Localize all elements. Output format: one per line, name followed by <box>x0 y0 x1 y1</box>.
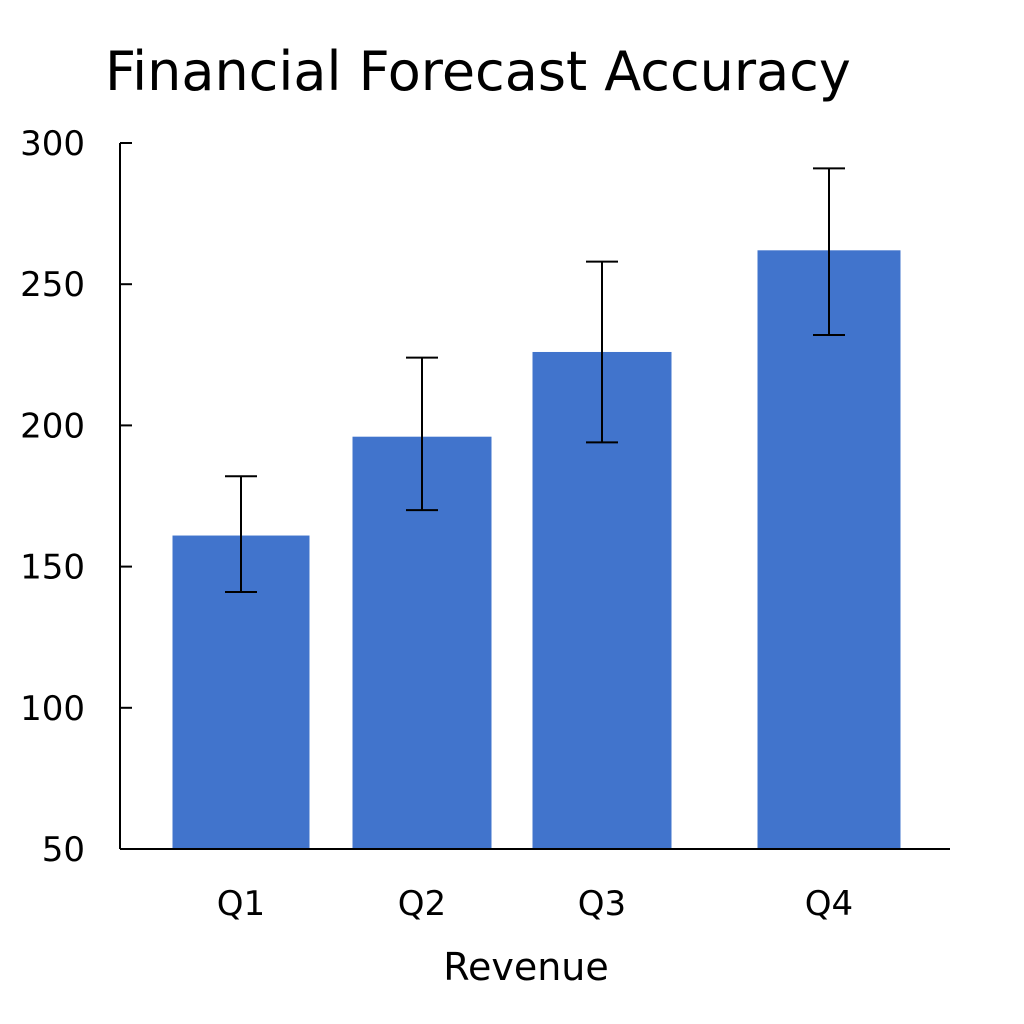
x-tick-label-q4: Q4 <box>805 884 853 924</box>
chart-title: Financial Forecast Accuracy <box>105 40 851 103</box>
error-bar-q1 <box>225 475 257 594</box>
y-tick-label: 150 <box>20 548 85 588</box>
x-tick-label-q2: Q2 <box>398 884 446 924</box>
bar-q4 <box>757 250 901 849</box>
x-tick-label-q3: Q3 <box>578 884 626 924</box>
error-bar-q2 <box>406 356 438 512</box>
x-axis-title: Revenue <box>443 945 609 989</box>
error-bars-group <box>225 167 845 594</box>
axes-group <box>119 143 950 850</box>
y-tick-label: 100 <box>20 689 85 729</box>
error-bar-q4 <box>813 167 845 337</box>
bars-group <box>172 250 901 849</box>
y-tick-label: 50 <box>42 830 85 870</box>
x-labels-group: Q1 Q2 Q3 Q4 <box>217 884 853 924</box>
y-tick-label: 250 <box>20 265 85 305</box>
x-tick-label-q1: Q1 <box>217 884 265 924</box>
error-bar-q3 <box>586 260 618 444</box>
y-tick-label: 300 <box>20 124 85 164</box>
y-tick-label: 200 <box>20 406 85 446</box>
y-ticks-group: 50 100 150 200 250 300 <box>20 124 132 870</box>
